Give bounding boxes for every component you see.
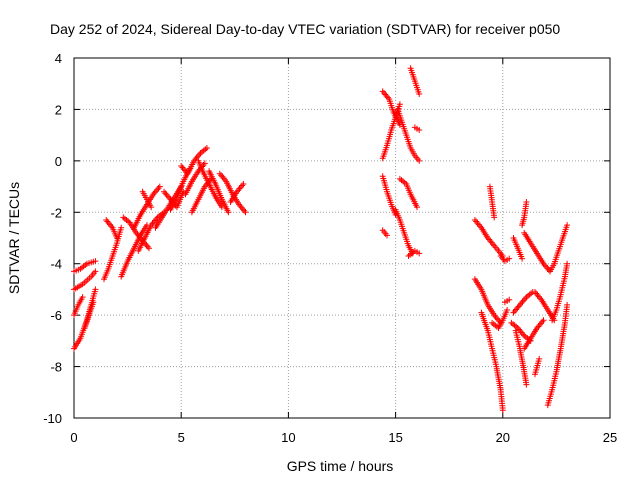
x-tick-label: 5 (178, 430, 185, 445)
x-tick-label: 20 (496, 430, 510, 445)
data-point (148, 204, 155, 211)
data-point (523, 381, 530, 388)
x-tick-label: 25 (603, 430, 617, 445)
data-point (499, 407, 506, 414)
data-point (242, 209, 249, 216)
data-point (156, 183, 163, 190)
chart-title: Day 252 of 2024, Sidereal Day-to-day VTE… (50, 21, 560, 37)
y-tick-label: -8 (50, 360, 62, 375)
data-point (90, 299, 97, 306)
y-tick-label: 0 (55, 154, 62, 169)
data-point (564, 222, 571, 229)
x-tick-label: 10 (281, 430, 295, 445)
data-point (564, 301, 571, 308)
data-points (71, 65, 571, 414)
data-point (92, 258, 99, 265)
data-point (201, 160, 208, 167)
data-point (491, 214, 498, 221)
data-point (396, 101, 403, 108)
axis-ticks: 0 5 10 15 20 25 -10 -8 -6 -4 -2 0 2 4 (43, 51, 617, 445)
x-axis-label: GPS time / hours (287, 458, 394, 474)
data-point (540, 317, 547, 324)
y-tick-label: -10 (43, 411, 62, 426)
plot-frame (73, 57, 611, 419)
data-point (414, 204, 420, 211)
data-point (225, 209, 232, 216)
data-point (523, 199, 530, 205)
y-tick-label: 2 (55, 102, 62, 117)
data-point (79, 294, 86, 301)
y-tick-label: -6 (50, 308, 62, 323)
data-point (504, 307, 511, 313)
data-point (416, 127, 423, 133)
data-point (384, 232, 390, 239)
y-tick-label: -4 (50, 257, 62, 272)
data-point (146, 245, 152, 252)
y-tick-label: -2 (50, 205, 62, 220)
data-point (506, 255, 513, 262)
data-point (519, 255, 526, 262)
y-axis-label: SDTVAR / TECUs (6, 182, 22, 294)
data-point (416, 157, 423, 164)
data-point (240, 181, 247, 187)
data-point (416, 250, 423, 257)
data-point (416, 91, 423, 97)
data-point (118, 224, 125, 231)
y-tick-label: 4 (55, 51, 62, 66)
data-point (536, 355, 543, 362)
data-point (203, 145, 210, 151)
data-point (92, 268, 99, 275)
x-tick-label: 15 (388, 430, 402, 445)
data-point (113, 235, 120, 241)
data-point (564, 260, 571, 267)
data-point (92, 286, 99, 293)
x-tick-label: 0 (70, 430, 77, 445)
data-point (506, 296, 513, 303)
